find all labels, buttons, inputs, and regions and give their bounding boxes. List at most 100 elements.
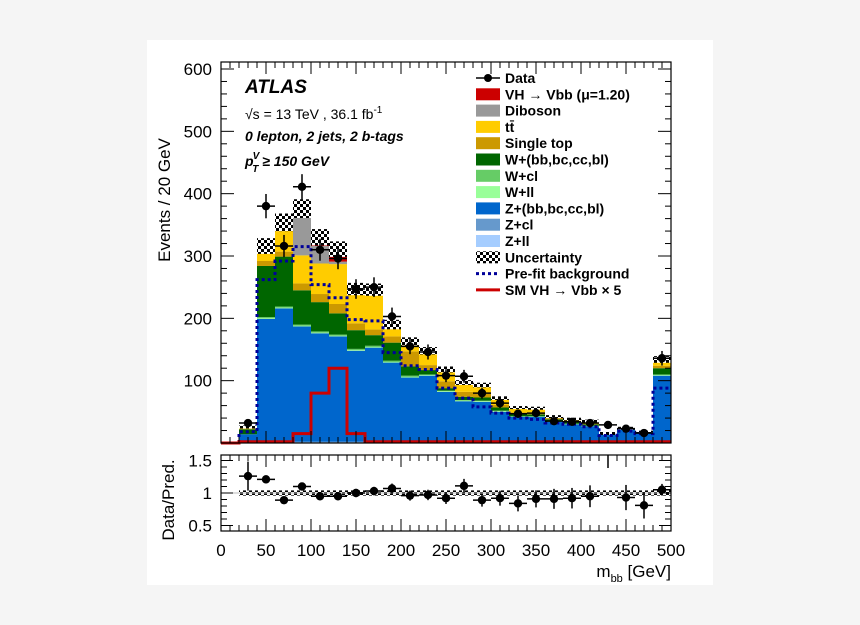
ratio-plot xyxy=(221,455,671,519)
stack-bar-2 xyxy=(419,375,437,442)
stack-bar-3 xyxy=(473,401,491,402)
stack-bar-2 xyxy=(437,391,455,442)
stack-bar-5 xyxy=(383,342,401,361)
uncertainty-band xyxy=(599,431,617,435)
stack-bar-7 xyxy=(329,264,347,304)
data-point xyxy=(387,312,397,321)
stack-bar-6 xyxy=(329,303,347,314)
uncertainty-band xyxy=(473,382,491,388)
legend-data-marker xyxy=(484,74,492,82)
data-point xyxy=(549,416,559,426)
ratio-point xyxy=(441,494,451,503)
axes: 0 50 100 150 200 250 300 350 400 450 500 100 200 300 4… xyxy=(184,60,686,560)
energy-lumi-label: √s = 13 TeV , 36.1 fb-1 xyxy=(245,105,383,122)
x-title-m: m xyxy=(596,562,610,581)
stack-bar-4 xyxy=(329,334,347,336)
data-point xyxy=(243,418,253,428)
legend-hatch-swatch xyxy=(476,251,500,264)
ptv-p: p xyxy=(244,153,254,169)
lumi-exponent: -1 xyxy=(373,105,382,116)
stack-bar-2 xyxy=(473,401,491,442)
legend-entry: Z+cl xyxy=(476,217,533,233)
ratio-point xyxy=(315,492,325,501)
ptv-rest: ≥ 150 GeV xyxy=(258,153,330,169)
legend-entry: VH → Vbb (μ=1.20) xyxy=(476,86,630,102)
legend-entry: W+ll xyxy=(476,184,534,200)
stack-bar-3 xyxy=(383,361,401,363)
x-tick-label: 150 xyxy=(342,541,370,560)
legend-label: W+(bb,bc,cc,bl) xyxy=(505,152,609,168)
legend-label: W+cl xyxy=(505,168,538,184)
x-tick-label: 300 xyxy=(477,541,505,560)
ratio-point xyxy=(387,484,397,493)
data-point xyxy=(495,398,505,408)
stack-bar-4 xyxy=(653,374,671,376)
energy-text: √s = 13 TeV , 36.1 fb xyxy=(245,106,374,122)
data-point xyxy=(513,409,523,418)
stack-bar-2 xyxy=(275,308,293,442)
stack-bar-2 xyxy=(545,421,563,442)
stack-bar-5 xyxy=(401,366,419,376)
ratio-point xyxy=(333,492,343,501)
y-tick-label: 100 xyxy=(184,372,212,391)
data-point xyxy=(333,254,343,263)
stack-bar-5 xyxy=(293,290,311,325)
stack-bar-6 xyxy=(311,294,329,303)
legend-label: Z+ll xyxy=(505,233,530,249)
stack-bar-2 xyxy=(329,336,347,442)
stack-bar-2 xyxy=(383,362,401,442)
legend-label: SM VH → Vbb × 5 xyxy=(505,282,622,298)
legend-swatch xyxy=(476,153,500,166)
stack-bar-5 xyxy=(365,335,383,346)
ratio-y-tick-label: 0.5 xyxy=(188,517,212,536)
stack-bar-2 xyxy=(527,416,545,442)
x-tick-label: 250 xyxy=(432,541,460,560)
stack-bar-2 xyxy=(365,347,383,442)
prefit-background-line xyxy=(221,245,671,445)
stack-bar-2 xyxy=(347,350,365,442)
stack-bar-3 xyxy=(329,335,347,337)
ratio-point xyxy=(477,495,487,505)
stack-bar-4 xyxy=(455,399,473,401)
data-point xyxy=(405,342,415,351)
stack-bar-7 xyxy=(347,292,365,324)
stack-bar-7 xyxy=(293,255,311,284)
uncertainty-band xyxy=(293,199,311,219)
stack-bar-4 xyxy=(275,306,293,308)
stack-bar-3 xyxy=(491,411,509,412)
ratio-point xyxy=(351,488,361,498)
y-tick-label: 500 xyxy=(184,122,212,141)
stack-bar-5 xyxy=(329,313,347,335)
stack-bar-4 xyxy=(293,324,311,326)
legend-entry: tt̄ xyxy=(476,119,515,135)
data-point xyxy=(315,245,325,254)
data-point xyxy=(621,424,631,433)
stack-bar-6 xyxy=(365,329,383,336)
legend-entry: Uncertainty xyxy=(476,249,582,265)
x-tick-label: 500 xyxy=(657,541,685,560)
x-tick-label: 400 xyxy=(567,541,595,560)
ratio-point xyxy=(621,493,631,502)
data-point xyxy=(639,428,649,438)
legend-entry: Pre-fit background xyxy=(476,266,629,282)
stack-bar-5 xyxy=(491,407,509,411)
legend-entry: W+(bb,bc,cc,bl) xyxy=(476,152,609,168)
legend-label: Z+(bb,bc,cc,bl) xyxy=(505,200,604,216)
x-tick-label: 100 xyxy=(297,541,325,560)
stack-bar-4 xyxy=(437,390,455,392)
ratio-y-tick-label: 1.5 xyxy=(188,452,212,471)
x-tick-label: 50 xyxy=(257,541,276,560)
stack-bar-3 xyxy=(653,375,671,376)
stack-bar-4 xyxy=(347,348,365,351)
stack-bar-2 xyxy=(401,377,419,442)
stack-bar-3 xyxy=(275,307,293,309)
ratio-point xyxy=(405,491,415,500)
stack-bar-2 xyxy=(509,416,527,442)
x-tick-label: 0 xyxy=(216,541,225,560)
stack-bar-5 xyxy=(653,368,671,375)
selection-label: 0 lepton, 2 jets, 2 b-tags xyxy=(245,128,404,144)
legend-swatch xyxy=(476,88,500,101)
stack-bar-5 xyxy=(257,265,275,318)
